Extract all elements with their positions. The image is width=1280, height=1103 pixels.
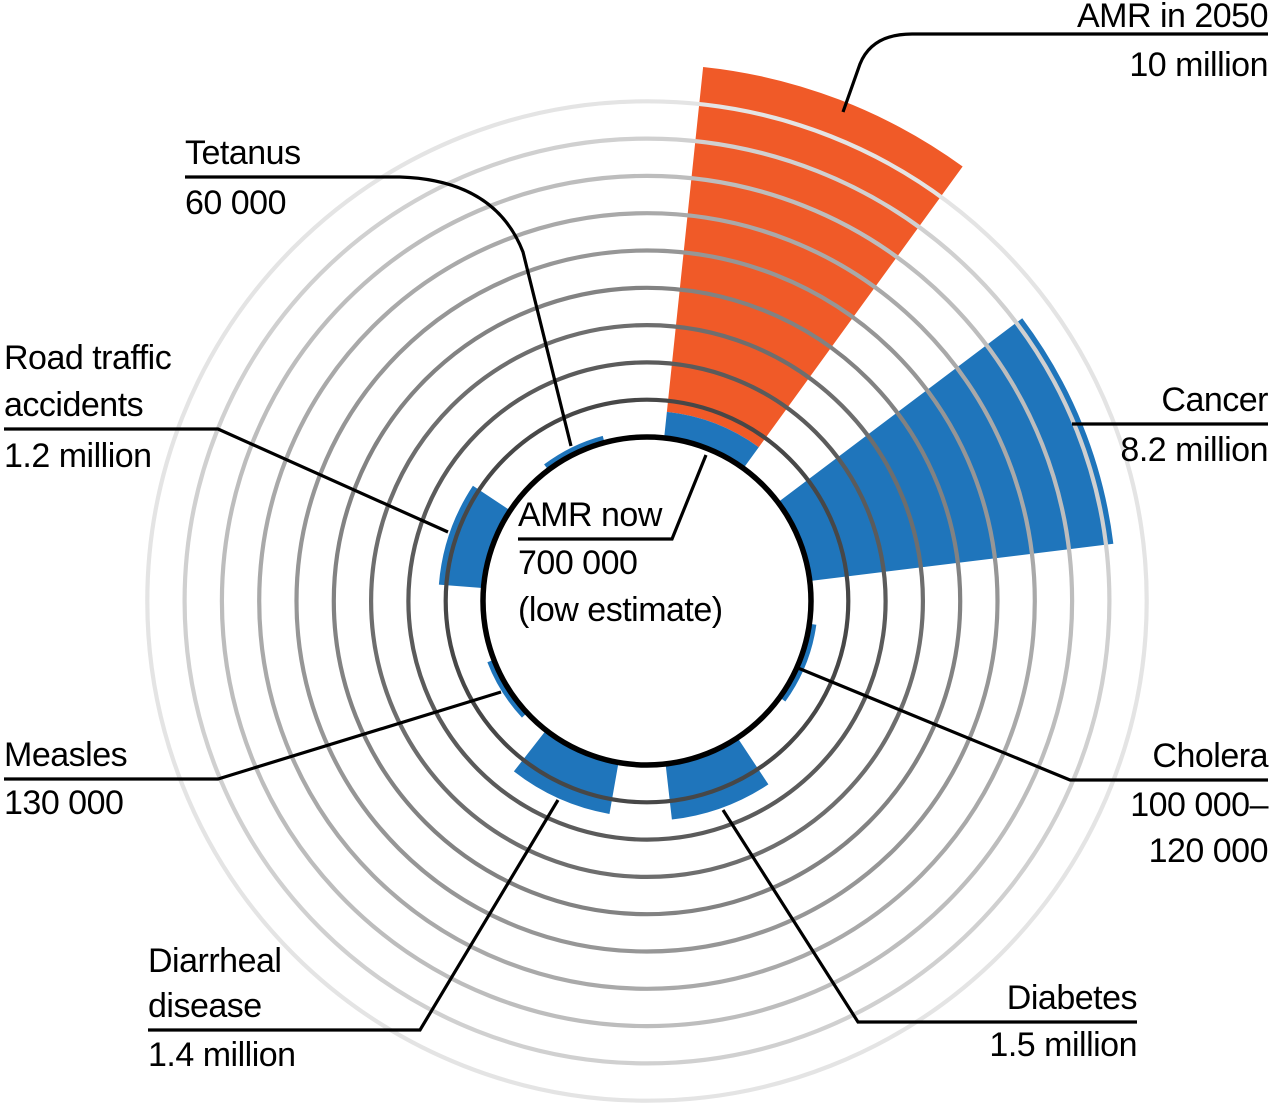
callout-measles xyxy=(4,690,502,781)
label-tetanus-name: Tetanus xyxy=(185,134,301,172)
center-circle xyxy=(480,434,814,768)
label-amr2050-name: AMR in 2050 xyxy=(1076,0,1269,35)
callout-diabetes xyxy=(721,809,1137,1024)
label-cancer-value: 8.2 million xyxy=(1120,431,1268,469)
wedge-cancer xyxy=(772,318,1114,582)
label-diabetes-value: 1.5 million xyxy=(989,1026,1137,1064)
label-cholera-value1: 100 000– xyxy=(1130,786,1268,824)
label-amr-now-value: 700 000 xyxy=(518,544,638,582)
label-road-name1: Road traffic xyxy=(4,339,172,377)
label-measles-value: 130 000 xyxy=(4,784,124,822)
label-amr-now-estimate: (low estimate) xyxy=(518,591,723,629)
gridline-ring-7 xyxy=(219,173,1075,1029)
callout-diarrheal-disease xyxy=(148,799,560,1032)
callout-tetanus xyxy=(185,175,573,447)
gridline-ring-9 xyxy=(145,99,1149,1103)
label-tetanus-value: 60 000 xyxy=(185,184,287,222)
gridline-ring-8 xyxy=(182,136,1112,1066)
label-measles-name: Measles xyxy=(4,736,128,774)
label-diarrheal-value: 1.4 million xyxy=(148,1036,296,1074)
label-diarrheal-name1: Diarrheal xyxy=(148,942,282,980)
gridline-ring-5 xyxy=(294,248,1000,954)
label-cholera-name: Cholera xyxy=(1152,737,1268,775)
callout-amr-2050 xyxy=(841,32,1268,113)
wedge-amr-now xyxy=(663,411,759,474)
gridline-rings xyxy=(145,99,1149,1103)
callout-cholera xyxy=(797,666,1268,782)
gridline-ring-6 xyxy=(257,211,1037,991)
label-road-name2: accidents xyxy=(4,386,144,424)
callout-road-traffic-accidents xyxy=(4,427,449,534)
gridline-ring-1 xyxy=(443,397,851,805)
label-diabetes-name: Diabetes xyxy=(1006,979,1138,1017)
wedge-diarrheal-disease xyxy=(513,724,620,814)
gridline-ring-2 xyxy=(406,360,888,842)
label-road-value: 1.2 million xyxy=(4,437,152,475)
gridline-ring-3 xyxy=(369,323,925,879)
label-cancer-name: Cancer xyxy=(1161,381,1268,419)
label-cholera-value2: 120 000 xyxy=(1148,832,1269,870)
callout-amr-now xyxy=(518,454,708,541)
wedge-road-traffic-accidents xyxy=(438,485,517,589)
label-amr-now-name: AMR now xyxy=(518,496,662,534)
callout-lines xyxy=(4,32,1268,1032)
gridline-ring-4 xyxy=(331,285,963,917)
label-amr2050-value: 10 million xyxy=(1129,46,1268,84)
label-diarrheal-name2: disease xyxy=(148,987,262,1025)
